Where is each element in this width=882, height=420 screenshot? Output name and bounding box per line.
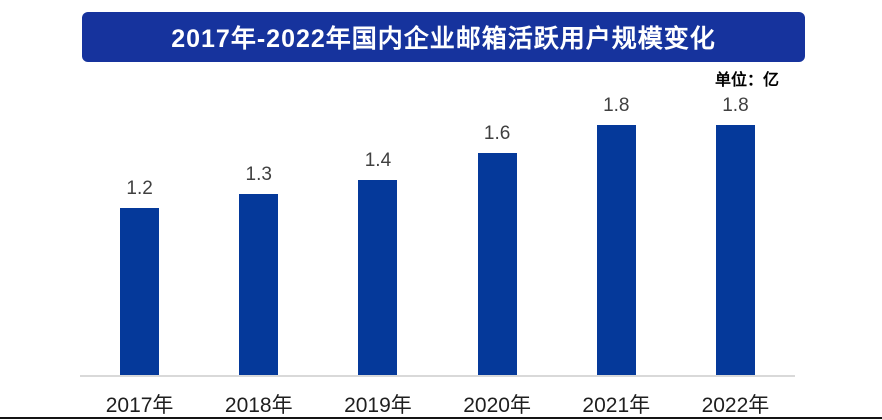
bar-value-label: 1.8 xyxy=(603,95,630,116)
x-axis-label-2019: 2019年 xyxy=(344,394,412,417)
plot-area: 1.2 1.3 1.4 1.6 1.8 1.8 xyxy=(80,0,795,375)
bar-group-2022: 1.8 xyxy=(676,0,795,375)
chart-title-banner: 2017年-2022年国内企业邮箱活跃用户规模变化 xyxy=(82,12,805,62)
bar xyxy=(358,180,398,375)
bar-group-2020: 1.6 xyxy=(438,0,557,375)
x-axis-label-2018: 2018年 xyxy=(224,394,293,417)
x-axis-label-2022: 2022年 xyxy=(701,394,770,417)
bar xyxy=(120,208,160,375)
chart-title: 2017年-2022年国内企业邮箱活跃用户规模变化 xyxy=(171,25,716,53)
unit-label: 单位：亿 xyxy=(715,72,780,89)
x-axis-label-2017: 2017年 xyxy=(105,394,174,417)
bar-group-2019: 1.4 xyxy=(318,0,437,375)
bar xyxy=(596,125,636,375)
bottom-border-line xyxy=(0,417,882,419)
bar-group-2017: 1.2 xyxy=(80,0,199,375)
bar-group-2021: 1.8 xyxy=(557,0,676,375)
x-axis-label-2021: 2021年 xyxy=(582,394,651,417)
bar-value-label: 1.3 xyxy=(245,164,272,185)
bar xyxy=(239,194,279,375)
x-axis-line xyxy=(80,375,795,377)
bar xyxy=(715,125,755,375)
bar-value-label: 1.2 xyxy=(126,178,153,199)
bar-value-label: 1.4 xyxy=(364,150,392,171)
x-axis-label-2020: 2020年 xyxy=(463,394,531,417)
bar-group-2018: 1.3 xyxy=(199,0,318,375)
bar-value-label: 1.6 xyxy=(483,123,511,144)
bar-value-label: 1.8 xyxy=(722,95,749,116)
x-axis-labels: 2017年 2018年 2019年 2020年 2021年 2022年 xyxy=(80,389,795,419)
bar xyxy=(477,153,517,375)
